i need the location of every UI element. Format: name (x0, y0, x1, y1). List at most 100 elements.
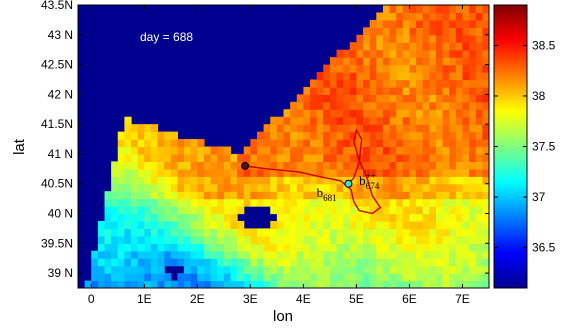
heatmap-cell (124, 191, 132, 200)
heatmap-cell (462, 213, 470, 222)
heatmap-cell (376, 265, 384, 274)
heatmap-cell (117, 191, 125, 200)
heatmap-cell (409, 191, 417, 200)
heatmap-cell (396, 42, 404, 51)
heatmap-cell (482, 64, 489, 73)
heatmap-cell (164, 183, 172, 192)
heatmap-cell (416, 57, 424, 66)
heatmap-cell (164, 235, 172, 244)
heatmap-cell (389, 12, 397, 21)
heatmap-cell (349, 57, 358, 66)
heatmap-cell (111, 183, 119, 192)
heatmap-cell (310, 206, 318, 215)
heatmap-cell (422, 131, 430, 140)
heatmap-cell (409, 116, 417, 125)
heatmap-cell (137, 250, 145, 259)
heatmap-cell (469, 258, 477, 267)
heatmap-cell (469, 12, 477, 21)
heatmap-cell (243, 198, 251, 207)
heatmap-cell (117, 168, 125, 177)
heatmap-cell (144, 206, 152, 215)
heatmap-cell (124, 280, 132, 288)
heatmap-cell (210, 153, 218, 162)
heatmap-cell (91, 265, 99, 274)
heatmap-cell (97, 220, 106, 230)
heatmap-cell (203, 280, 212, 288)
heatmap-cell (329, 101, 338, 110)
heatmap-cell (416, 79, 424, 88)
heatmap-cell (442, 250, 450, 259)
heatmap-cell (310, 109, 318, 118)
heatmap-cell (363, 131, 371, 140)
heatmap-cell (336, 146, 344, 155)
heatmap-cell (223, 198, 232, 207)
heatmap-cell (409, 86, 417, 95)
heatmap-cell (389, 86, 397, 95)
heatmap-cell (429, 72, 437, 81)
heatmap-cell (429, 235, 437, 244)
heatmap-cell (343, 116, 351, 125)
heatmap-cell (422, 5, 430, 14)
heatmap-cell (422, 235, 430, 244)
heatmap-cell (310, 94, 318, 103)
heatmap-cell (435, 109, 444, 118)
heatmap-cell (190, 265, 198, 274)
heatmap-cell (329, 57, 338, 66)
heatmap-cell (469, 168, 477, 177)
heatmap-cell (316, 258, 324, 267)
heatmap-cell (170, 206, 179, 215)
heatmap-cell (429, 116, 437, 125)
heatmap-cell (389, 49, 397, 58)
heatmap-cell (349, 243, 358, 252)
heatmap-cell (91, 280, 99, 288)
heatmap-cell (270, 280, 278, 288)
heatmap-cell (409, 64, 417, 73)
heatmap-cell (137, 273, 145, 282)
heatmap-cell (97, 280, 106, 288)
heatmap-cell (409, 235, 417, 244)
heatmap-cell (402, 131, 411, 140)
heatmap-cell (442, 19, 450, 28)
heatmap-cell (223, 280, 232, 288)
heatmap-cell (356, 213, 364, 222)
heatmap-cell (422, 168, 430, 177)
heatmap-cell (310, 220, 318, 230)
heatmap-cell (137, 213, 145, 222)
heatmap-cell (223, 243, 232, 252)
heatmap-cell (409, 153, 417, 162)
heatmap-cell (250, 235, 258, 244)
heatmap-cell (217, 153, 225, 162)
heatmap-cell (111, 213, 119, 222)
heatmap-cell (455, 265, 464, 274)
heatmap-cell (422, 12, 430, 21)
heatmap-cell (416, 168, 424, 177)
heatmap-cell (363, 206, 371, 215)
heatmap-cell (409, 228, 417, 237)
heatmap-cell (482, 57, 489, 66)
heatmap-cell (316, 191, 324, 200)
heatmap-cell (469, 101, 477, 110)
heatmap-cell (462, 183, 470, 192)
heatmap-cell (303, 243, 311, 252)
heatmap-cell (343, 72, 351, 81)
heatmap-cell (442, 116, 450, 125)
x-axis-label: lon (273, 308, 293, 325)
heatmap-cell (369, 191, 377, 200)
heatmap-cell (382, 250, 391, 259)
heatmap-cell (104, 220, 112, 230)
heatmap-cell (230, 206, 238, 215)
heatmap-cell (422, 161, 430, 170)
heatmap-cell (396, 198, 404, 207)
heatmap-cell (303, 183, 311, 192)
heatmap-cell (416, 12, 424, 21)
heatmap-cell (190, 176, 198, 185)
heatmap-cell (429, 220, 437, 230)
heatmap-cell (402, 198, 411, 207)
heatmap-cell (416, 265, 424, 274)
heatmap-cell (455, 220, 464, 230)
heatmap-cell (363, 64, 371, 73)
heatmap-cell (409, 12, 417, 21)
heatmap-cell (356, 235, 364, 244)
heatmap-cell (184, 258, 192, 267)
heatmap-cell (124, 168, 132, 177)
